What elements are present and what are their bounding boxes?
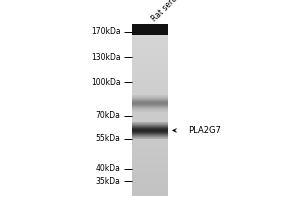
Text: 130kDa: 130kDa (91, 53, 121, 62)
Text: 100kDa: 100kDa (91, 78, 121, 87)
Text: 170kDa: 170kDa (91, 27, 121, 36)
Text: PLA2G7: PLA2G7 (188, 126, 221, 135)
Text: Rat serum: Rat serum (150, 0, 184, 23)
Text: 70kDa: 70kDa (96, 111, 121, 120)
Text: 40kDa: 40kDa (96, 164, 121, 173)
Text: 55kDa: 55kDa (96, 134, 121, 143)
Text: 35kDa: 35kDa (96, 177, 121, 186)
